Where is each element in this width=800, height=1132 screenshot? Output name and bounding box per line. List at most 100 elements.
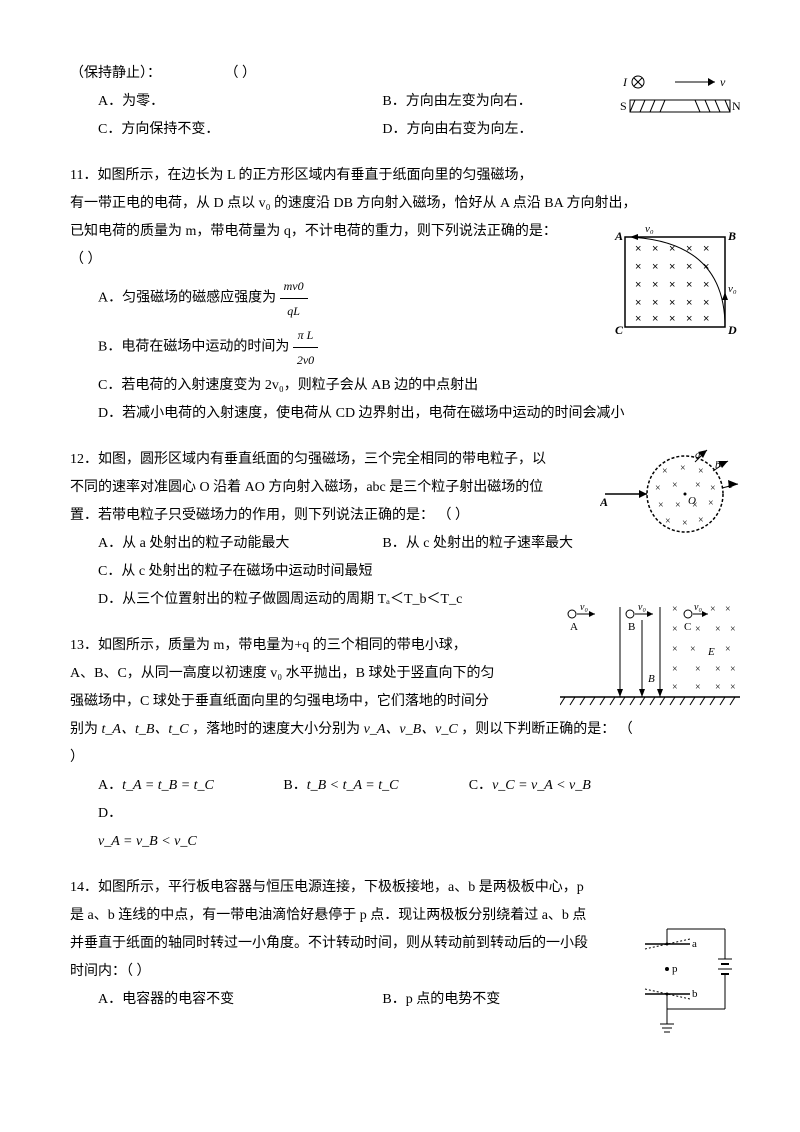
svg-text:×: × <box>730 664 736 675</box>
v0a: v₀ <box>580 602 588 613</box>
svg-text:×: × <box>669 261 675 273</box>
fig-c: C <box>615 323 624 337</box>
svg-text:×: × <box>672 682 678 693</box>
q14-figure: a b p <box>630 914 740 1055</box>
svg-text:×: × <box>635 297 641 309</box>
la: A <box>570 621 578 633</box>
frac-den: 2v0 <box>293 348 318 372</box>
svg-text:×: × <box>652 243 658 255</box>
q10-paren: （ ） <box>225 66 257 81</box>
q13-optd-l: D． <box>98 806 122 821</box>
svg-text:×: × <box>669 297 675 309</box>
q13-optd-eq: v_A = v_B < v_C <box>98 834 197 849</box>
svg-text:×: × <box>652 279 658 291</box>
svg-text:×: × <box>698 515 704 526</box>
svg-text:×: × <box>680 463 686 474</box>
svg-text:×: × <box>703 261 709 273</box>
svg-text:×: × <box>672 624 678 635</box>
svg-text:×: × <box>652 261 658 273</box>
q13-mid: ，落地时的速度大小分别为 <box>192 722 360 737</box>
fig-d: D <box>727 323 737 337</box>
svg-text:×: × <box>655 483 661 494</box>
v0b: v₀ <box>638 602 646 613</box>
q11-line1: 11．如图所示，在边长为 L 的正方形区域内有垂直于纸面向里的匀强磁场， <box>70 162 730 190</box>
q11-opt-d: D．若减小电荷的入射速度，使电荷从 CD 边界射出，电荷在磁场中运动的时间会减小 <box>98 400 730 428</box>
svg-text:×: × <box>703 297 709 309</box>
svg-text:×: × <box>652 313 658 325</box>
svg-text:×: × <box>715 624 721 635</box>
q13-options: A．t_A = t_B = t_C B．t_B < t_A = t_C C．v_… <box>70 772 730 856</box>
svg-text:×: × <box>725 604 731 615</box>
fig-v0b: v₀ <box>728 283 737 295</box>
fp: p <box>672 963 678 975</box>
svg-text:×: × <box>686 261 692 273</box>
vc: v_C <box>435 722 458 737</box>
fig-label-n: N <box>732 99 740 113</box>
svg-text:×: × <box>686 279 692 291</box>
svg-text:×: × <box>730 624 736 635</box>
svg-text:×: × <box>695 480 701 491</box>
q13-optc-l: C． <box>469 778 492 793</box>
svg-text:×: × <box>675 500 681 511</box>
q14-opt-b: B．p 点的电势不变 <box>382 986 666 1014</box>
q11-opt-c: C．若电荷的入射速度变为 2v₀，则粒子会从 AB 边的中点射出 <box>98 372 730 400</box>
q14-line1: 14．如图所示，平行板电容器与恒压电源连接，下极板接地，a、b 是两极板中心，p <box>70 874 730 902</box>
svg-text:×: × <box>725 644 731 655</box>
fa: a <box>692 938 697 950</box>
question-12: 12．如图，圆形区域内有垂直纸面的匀强磁场，三个完全相同的带电粒子，以 不同的速… <box>70 446 730 614</box>
svg-text:×: × <box>710 604 716 615</box>
svg-text:×: × <box>682 518 688 529</box>
q11-opta-text: A．匀强磁场的磁感应强度为 <box>98 291 276 306</box>
svg-text:×: × <box>703 279 709 291</box>
q11-line2: 有一带正电的电荷，从 D 点以 v₀ 的速度沿 DB 方向射入磁场，恰好从 A … <box>70 190 730 218</box>
fig-label-s: S <box>620 99 627 113</box>
q14-opt-a: A．电容器的电容不变 <box>98 986 382 1014</box>
svg-text:×: × <box>665 516 671 527</box>
svg-text:×: × <box>708 498 714 509</box>
svg-text:×: × <box>695 682 701 693</box>
lc: C <box>684 621 691 633</box>
q12-opt-a: A．从 a 处射出的粒子动能最大 <box>98 530 382 558</box>
svg-text:×: × <box>635 243 641 255</box>
svg-text:×: × <box>690 644 696 655</box>
vb: v_B <box>399 722 421 737</box>
frac-den: qL <box>280 299 308 323</box>
svg-text:×: × <box>715 682 721 693</box>
fig-label-i: I <box>622 75 628 89</box>
q13-opta-l: A． <box>98 778 122 793</box>
q11-optb-text: B．电荷在磁场中运动的时间为 <box>98 340 289 355</box>
frac-num: π L <box>293 323 318 348</box>
frac-num: mv0 <box>280 274 308 299</box>
svg-text:×: × <box>686 313 692 325</box>
tc: t_C <box>168 722 188 737</box>
va: v_A <box>364 722 386 737</box>
fig-a: A <box>614 229 623 243</box>
bf: B <box>648 673 655 685</box>
lb: B <box>628 621 635 633</box>
q13-close: ） <box>70 744 730 772</box>
svg-text:×: × <box>662 466 668 477</box>
q13-figure: v₀ A v₀ B B v₀ C ××× ×××× ××× ×××× ×××× … <box>560 602 740 723</box>
fig-label-v: v <box>720 75 726 89</box>
q12-figure-svg: A O a b c ××× ×××× ×××× ××× <box>600 446 740 541</box>
ta: t_A <box>102 722 121 737</box>
svg-text:×: × <box>710 483 716 494</box>
svg-text:×: × <box>703 243 709 255</box>
svg-text:×: × <box>695 624 701 635</box>
q12-figure: A O a b c ××× ×××× ×××× ××× <box>600 446 740 552</box>
fig-v0a: v₀ <box>645 223 654 235</box>
svg-text:×: × <box>686 243 692 255</box>
svg-text:×: × <box>669 313 675 325</box>
svg-text:×: × <box>669 279 675 291</box>
q10-figure-svg: I v S N <box>620 70 740 120</box>
svg-text:×: × <box>672 480 678 491</box>
question-10: （保持静止）： （ ） A．为零． B．方向由左变为向右． C．方向保持不变． … <box>70 60 730 144</box>
fb: b <box>692 988 698 1000</box>
q13-optb-l: B． <box>283 778 306 793</box>
q13-optc-eq: v_C = v_A < v_B <box>492 778 591 793</box>
q10-figure: I v S N <box>620 70 740 131</box>
svg-text:×: × <box>652 297 658 309</box>
svg-text:×: × <box>672 644 678 655</box>
q13-opta-eq: t_A = t_B = t_C <box>122 778 214 793</box>
q11-figure: A B C D v₀ v₀ ××××× ××××× ××××× ××××× ××… <box>610 222 740 353</box>
